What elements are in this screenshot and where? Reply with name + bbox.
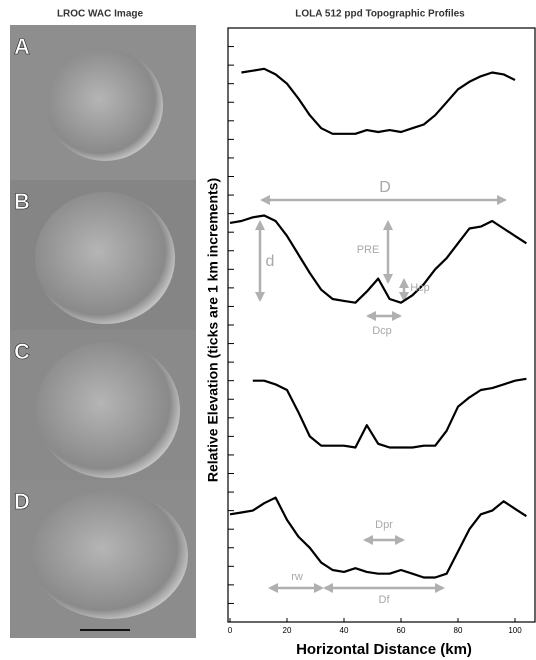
annotation: PRE [357,244,380,256]
panel-label: B [14,189,30,214]
x-tick-label: 40 [340,626,349,635]
x-axis-label: Horizontal Distance (km) [296,641,472,658]
x-tick-label: 100 [508,626,522,635]
y-axis-label: Relative Elevation (ticks are 1 km incre… [205,178,221,482]
crater-c [36,342,180,478]
profile-line [241,69,515,134]
image-panels [10,25,196,638]
profile-line [253,379,527,448]
figure: LROC WAC Image A B C D LOLA 512 ppd Topogra… [0,0,536,660]
annotation: d [266,253,275,270]
x-tick-label: 20 [283,626,292,635]
images-title: LROC WAC Image [57,9,144,20]
crater-a [47,49,163,161]
chart-title: LOLA 512 ppd Topographic Profiles [295,9,465,20]
x-tick-label: 0 [228,626,233,635]
annotation: Hcp [410,282,430,294]
annotation: D [379,179,391,196]
annotation: Df [379,594,391,606]
panel-label: C [14,339,30,364]
annotation: Dpr [375,519,393,531]
profile-line [230,498,526,578]
panel-label: A [14,34,30,59]
x-tick-label: 80 [454,626,463,635]
profile-line [230,216,526,303]
annotation: rw [291,571,303,583]
annotation: Dcp [372,325,392,337]
x-tick-label: 60 [397,626,406,635]
crater-d [32,491,188,619]
crater-b [35,192,175,324]
panel-label: D [14,489,30,514]
